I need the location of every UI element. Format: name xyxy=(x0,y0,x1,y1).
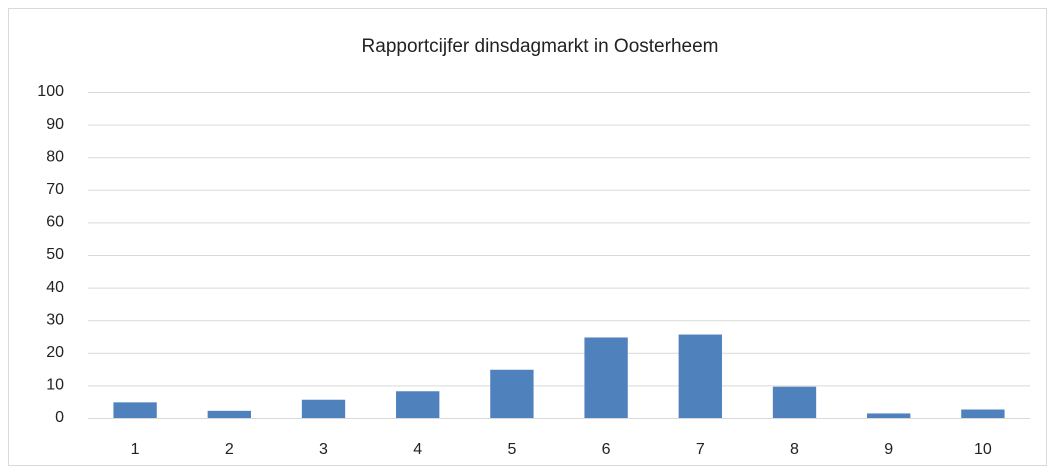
bar xyxy=(490,369,534,418)
y-tick-label: 40 xyxy=(46,279,64,296)
bar xyxy=(961,409,1005,418)
y-tick-label: 70 xyxy=(46,181,64,198)
y-tick-label: 0 xyxy=(55,409,64,426)
bar xyxy=(678,334,722,418)
y-tick-label: 80 xyxy=(46,148,64,165)
y-tick-label: 20 xyxy=(46,344,64,361)
y-tick-label: 10 xyxy=(46,377,64,394)
x-tick-label: 8 xyxy=(790,441,799,458)
x-tick-label: 2 xyxy=(225,441,234,458)
x-tick-label: 6 xyxy=(602,441,611,458)
y-tick-label: 100 xyxy=(37,83,64,100)
x-tick-label: 3 xyxy=(319,441,328,458)
bar xyxy=(113,402,157,418)
bar xyxy=(867,413,911,418)
y-tick-label: 30 xyxy=(46,311,64,328)
chart-title: Rapportcijfer dinsdagmarkt in Oosterheem xyxy=(362,36,719,57)
bar xyxy=(396,391,440,418)
bar xyxy=(301,399,346,418)
x-tick-label: 7 xyxy=(696,441,705,458)
y-tick-label: 90 xyxy=(46,116,64,133)
bar xyxy=(207,410,251,418)
x-tick-label: 5 xyxy=(507,441,516,458)
y-tick-label: 50 xyxy=(46,246,64,263)
x-tick-label: 1 xyxy=(131,441,140,458)
x-tick-label: 9 xyxy=(884,441,893,458)
bar xyxy=(584,337,628,418)
y-tick-label: 60 xyxy=(46,214,64,231)
x-tick-label: 10 xyxy=(974,441,992,458)
bar xyxy=(772,386,817,418)
x-tick-label: 4 xyxy=(413,441,422,458)
